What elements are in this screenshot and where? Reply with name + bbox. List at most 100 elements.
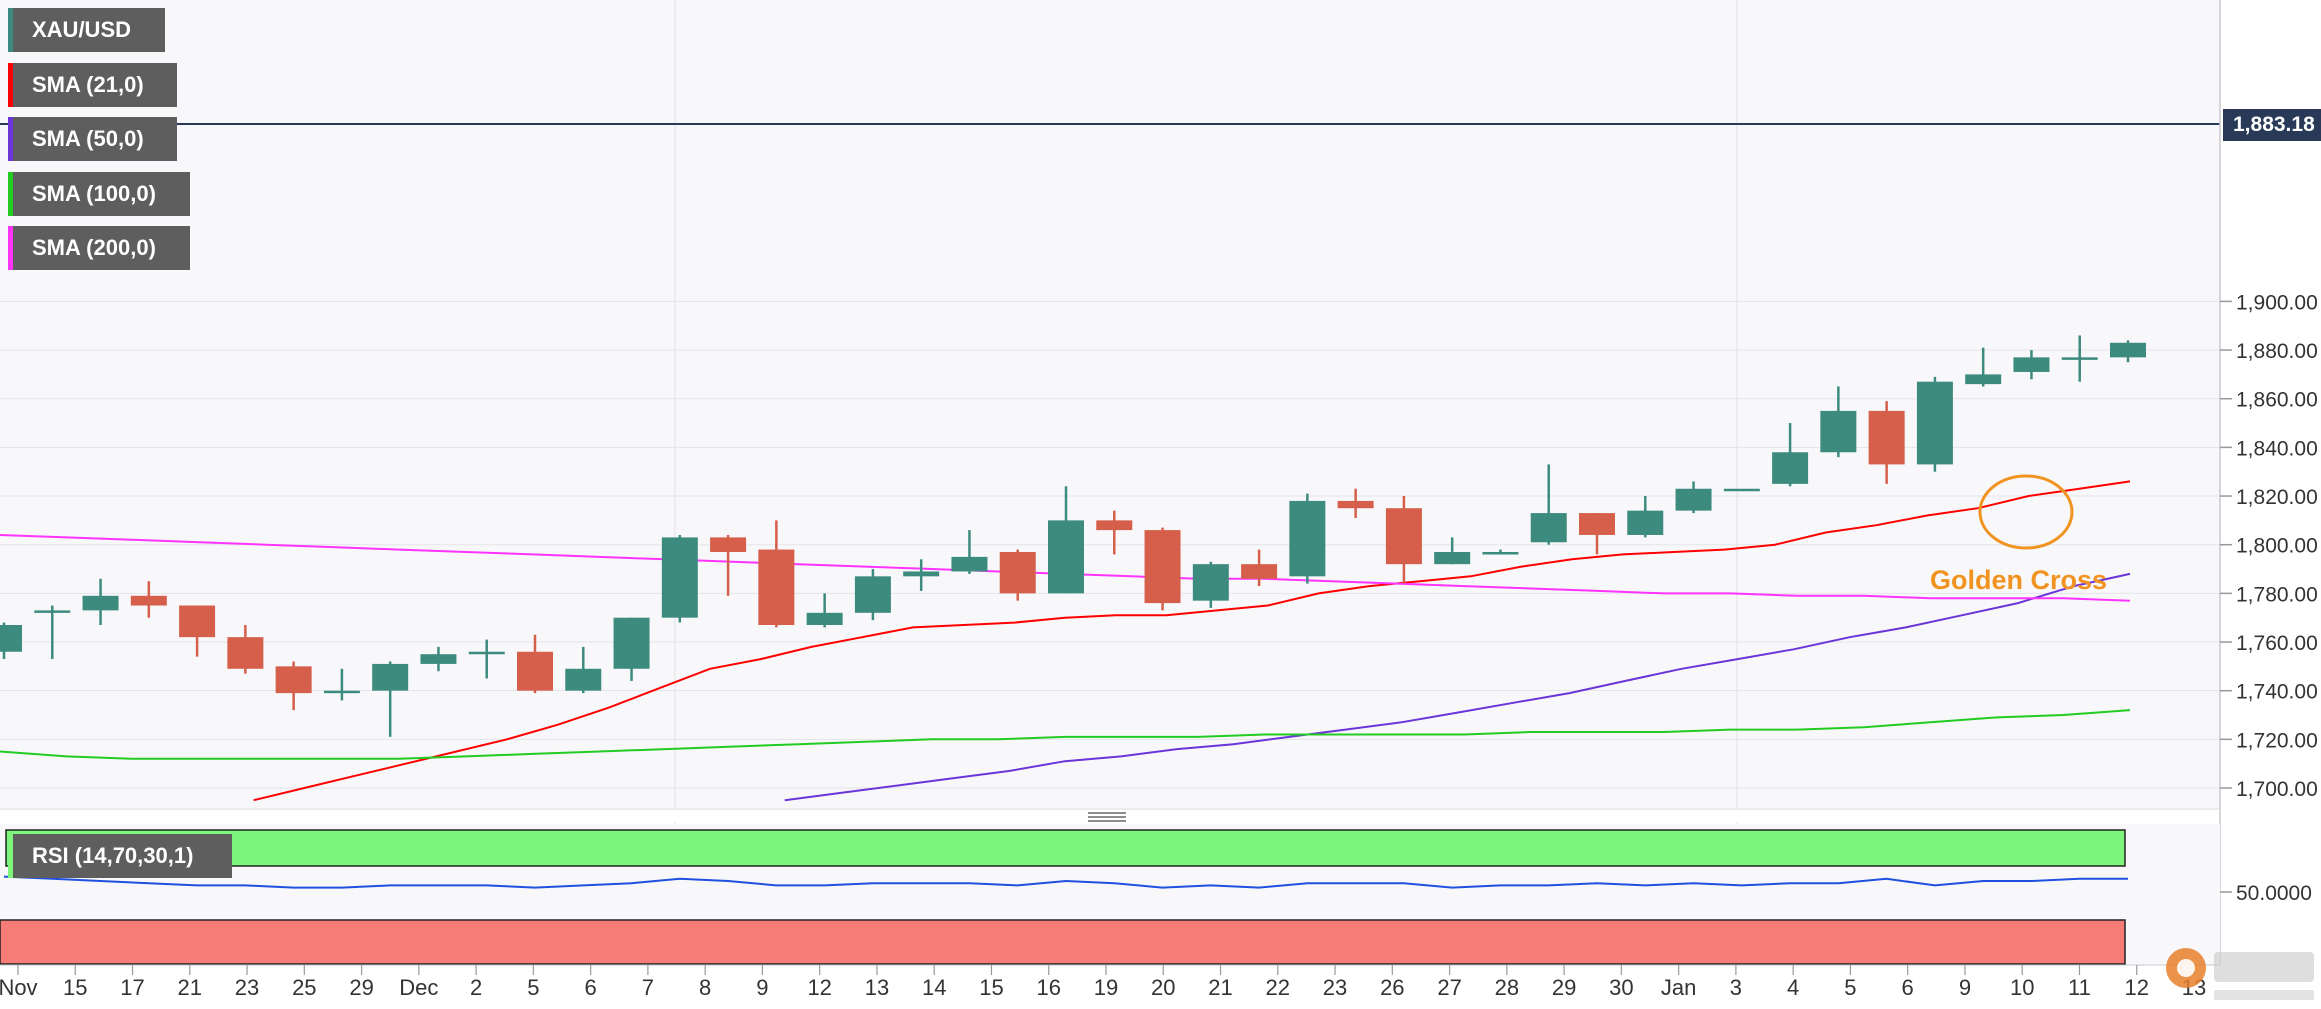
candle bbox=[179, 605, 216, 657]
legend-label: SMA (100,0) bbox=[32, 181, 156, 206]
y-tick-label: 1,700.00 bbox=[2236, 778, 2318, 801]
candle bbox=[34, 605, 71, 660]
golden-cross-label: Golden Cross bbox=[1930, 565, 2108, 595]
candle bbox=[468, 639, 505, 679]
x-tick-label: 12 bbox=[807, 975, 831, 1000]
x-tick-label: 6 bbox=[585, 975, 597, 1000]
candle bbox=[806, 593, 843, 628]
x-tick-label: 13 bbox=[865, 975, 889, 1000]
x-tick-label: Dec bbox=[399, 975, 438, 1000]
legend-sma-100[interactable]: SMA (100,0) bbox=[8, 172, 190, 216]
x-tick-label: 21 bbox=[1208, 975, 1232, 1000]
rsi-line bbox=[3, 875, 2128, 889]
x-tick-label: Jan bbox=[1661, 975, 1696, 1000]
x-tick-label: 8 bbox=[699, 975, 711, 1000]
candle bbox=[1627, 496, 1664, 538]
candle bbox=[903, 559, 940, 591]
legend-label: SMA (200,0) bbox=[32, 235, 156, 260]
legend-label: SMA (21,0) bbox=[32, 72, 144, 97]
x-tick-label: 30 bbox=[1609, 975, 1633, 1000]
candle bbox=[951, 530, 988, 574]
x-tick-label: 15 bbox=[979, 975, 1003, 1000]
candle bbox=[1482, 549, 1519, 555]
x-tick-label: 4 bbox=[1787, 975, 1799, 1000]
candle bbox=[1289, 493, 1326, 584]
candle bbox=[82, 578, 119, 625]
candle bbox=[758, 520, 795, 628]
candle bbox=[2110, 340, 2146, 363]
panel-resize-handle[interactable] bbox=[1088, 812, 1126, 822]
y-tick-label: 1,800.00 bbox=[2236, 535, 2318, 558]
x-tick-label: 5 bbox=[1844, 975, 1856, 1000]
x-tick-label: 12 bbox=[2124, 975, 2148, 1000]
candle bbox=[1820, 386, 1857, 458]
candle bbox=[1337, 488, 1374, 518]
x-tick-label: 2 bbox=[470, 975, 482, 1000]
x-tick-label: Nov bbox=[0, 975, 38, 1000]
y-tick-label: 1,740.00 bbox=[2236, 681, 2318, 704]
candle bbox=[565, 646, 602, 694]
candle bbox=[130, 581, 167, 618]
legend-swatch bbox=[8, 834, 13, 878]
candle bbox=[661, 534, 698, 623]
candle bbox=[1965, 347, 2002, 387]
y-tick-label: 1,780.00 bbox=[2236, 583, 2318, 606]
x-tick-label: 16 bbox=[1036, 975, 1060, 1000]
y-tick-label: 1,760.00 bbox=[2236, 632, 2318, 655]
candle bbox=[1868, 401, 1905, 484]
candle bbox=[1579, 513, 1615, 555]
candle bbox=[1048, 486, 1084, 594]
y-tick-label: 1,860.00 bbox=[2236, 389, 2318, 412]
rsi-tick-label: 50.0000 bbox=[2236, 882, 2312, 905]
legend-xauusd[interactable]: XAU/USD bbox=[8, 8, 165, 52]
candle bbox=[2013, 350, 2050, 380]
legend-sma-21[interactable]: SMA (21,0) bbox=[8, 63, 177, 107]
candle bbox=[710, 534, 747, 596]
x-tick-label: 25 bbox=[292, 975, 316, 1000]
y-tick-label: 1,880.00 bbox=[2236, 340, 2318, 363]
x-tick-label: 23 bbox=[1323, 975, 1347, 1000]
y-tick-label: 1,720.00 bbox=[2236, 729, 2318, 752]
legend-rsi[interactable]: RSI (14,70,30,1) bbox=[8, 834, 232, 878]
candle bbox=[999, 549, 1036, 601]
candle bbox=[1096, 510, 1133, 555]
price-panel bbox=[0, 0, 2220, 808]
x-tick-label: 9 bbox=[756, 975, 768, 1000]
candle bbox=[517, 634, 553, 694]
sma-line-500 bbox=[784, 572, 2131, 802]
candle bbox=[613, 617, 650, 681]
x-tick-label: 23 bbox=[235, 975, 259, 1000]
legend-sma-200[interactable]: SMA (200,0) bbox=[8, 226, 190, 270]
x-tick-label: 22 bbox=[1266, 975, 1290, 1000]
x-tick-label: 29 bbox=[1552, 975, 1576, 1000]
candle bbox=[0, 622, 22, 660]
candle bbox=[1192, 561, 1229, 608]
watermark-logo bbox=[2166, 948, 2314, 1000]
legend-label: XAU/USD bbox=[32, 17, 132, 42]
current-price-label: 1,883.18 bbox=[2223, 109, 2321, 141]
legend-swatch bbox=[8, 172, 13, 216]
candle bbox=[1385, 496, 1422, 584]
legend-swatch bbox=[8, 63, 13, 107]
candle bbox=[1772, 423, 1809, 487]
legend-swatch bbox=[8, 226, 13, 270]
legend-sma-50[interactable]: SMA (50,0) bbox=[8, 117, 177, 161]
x-tick-label: 14 bbox=[922, 975, 946, 1000]
x-tick-label: 7 bbox=[642, 975, 654, 1000]
x-tick-label: 29 bbox=[349, 975, 373, 1000]
candle bbox=[323, 668, 360, 701]
golden-cross-circle bbox=[1978, 474, 2074, 550]
x-tick-label: 10 bbox=[2010, 975, 2034, 1000]
x-tick-label: 26 bbox=[1380, 975, 1404, 1000]
candle bbox=[1675, 481, 1712, 514]
legend-label: SMA (50,0) bbox=[32, 126, 144, 151]
candle bbox=[1530, 464, 1567, 545]
x-tick-label: 15 bbox=[63, 975, 87, 1000]
candle bbox=[275, 661, 312, 711]
candle bbox=[420, 646, 457, 672]
x-tick-label: 21 bbox=[178, 975, 202, 1000]
candle bbox=[372, 661, 409, 737]
legend-swatch bbox=[8, 8, 13, 52]
candle bbox=[1241, 549, 1278, 587]
